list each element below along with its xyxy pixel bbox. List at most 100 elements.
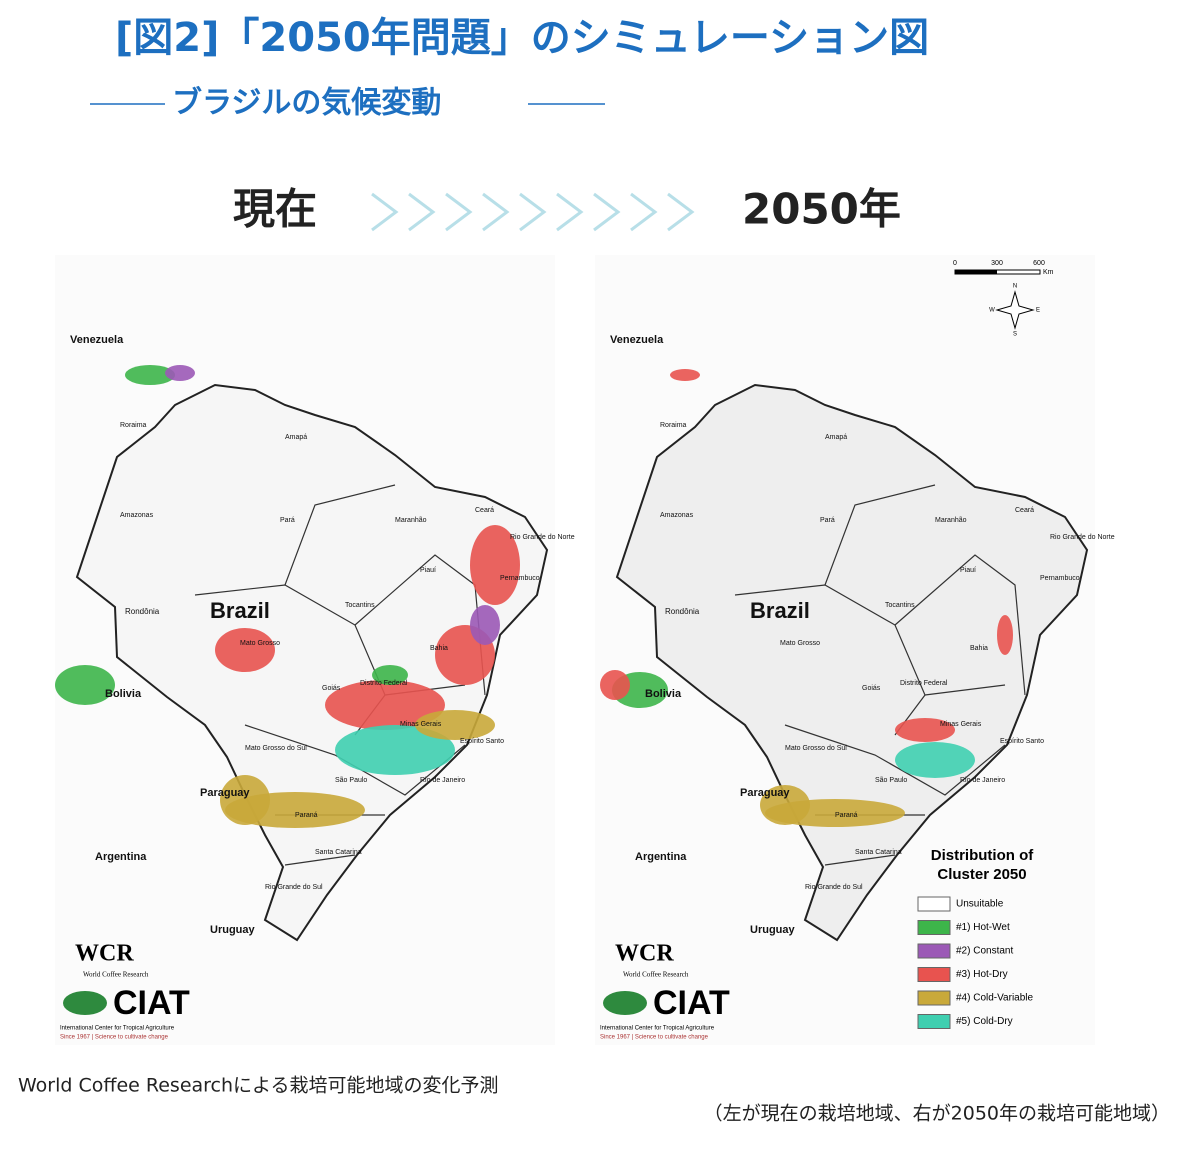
map-label: Ceará xyxy=(1015,507,1034,514)
map-label: Mato Grosso do Sul xyxy=(785,745,847,752)
cluster-area xyxy=(325,680,445,730)
map-label: São Paulo xyxy=(335,777,367,784)
map-label: São Paulo xyxy=(875,777,907,784)
caption: World Coffee Researchによる栽培可能地域の変化予測 xyxy=(18,1075,498,1097)
chevron xyxy=(519,192,547,232)
legend-title: Distribution of xyxy=(931,847,1034,864)
cluster-area xyxy=(415,710,495,740)
legend-title: Cluster 2050 xyxy=(937,866,1026,883)
map-label: Roraima xyxy=(120,422,147,429)
chevron xyxy=(482,192,510,232)
compass-dir: W xyxy=(989,308,995,314)
map-label: Tocantins xyxy=(885,602,915,609)
map-label: Pernambuco xyxy=(1040,575,1080,582)
logo-mark xyxy=(603,991,647,1015)
logo-ciat: CIAT xyxy=(653,984,730,1022)
map-label: Minas Gerais xyxy=(940,721,982,728)
legend-swatch xyxy=(917,967,951,982)
legend-swatch xyxy=(917,1014,951,1029)
cluster-area xyxy=(220,775,270,825)
cluster-area xyxy=(55,665,115,705)
chevron xyxy=(667,192,695,232)
map-label: Paraguay xyxy=(740,787,790,799)
logo-wcr: WCR xyxy=(615,941,674,967)
map-label: Distrito Federal xyxy=(360,680,408,687)
chevron xyxy=(593,192,621,232)
map-label: Pará xyxy=(280,517,295,524)
logo-ciat-name: International Center for Tropical Agricu… xyxy=(60,1026,175,1032)
map-label: Tocantins xyxy=(345,602,375,609)
scale-tick: 0 xyxy=(953,260,957,267)
cluster-area xyxy=(997,615,1013,655)
cluster-area xyxy=(335,725,455,775)
state-border xyxy=(784,724,1006,796)
legend-label: #4) Cold-Variable xyxy=(956,993,1034,1004)
country-outline xyxy=(615,383,1089,942)
logo-wcr-name: World Coffee Research xyxy=(623,971,689,979)
compass-dir: S xyxy=(1013,332,1017,338)
map-label: Rio de Janeiro xyxy=(420,777,465,784)
map-label: Rio Grande do Norte xyxy=(510,534,575,541)
map-label: Goiás xyxy=(862,685,881,692)
map-label: Piauí xyxy=(420,567,436,574)
map-label: Pernambuco xyxy=(500,575,540,582)
logo-ciat-since: Since 1967 | Science to cultivate change xyxy=(60,1035,169,1041)
legend-swatch xyxy=(917,943,951,959)
map-label: Piauí xyxy=(960,567,976,574)
map-label: Maranhão xyxy=(395,517,427,524)
caption: （左が現在の栽培地域、右が2050年の栽培可能地域） xyxy=(704,1103,1170,1125)
map-label: Maranhão xyxy=(935,517,967,524)
cluster-area xyxy=(215,628,275,672)
state-border xyxy=(284,854,356,866)
scale-tick: 600 xyxy=(1033,260,1045,267)
logo-ciat-name: International Center for Tropical Agricu… xyxy=(600,1026,715,1032)
map-label: Bolivia xyxy=(645,688,682,700)
legend-swatch xyxy=(917,920,951,935)
state-border xyxy=(824,484,936,586)
cluster-area xyxy=(600,670,630,700)
legend-label: #1) Hot-Wet xyxy=(956,922,1010,933)
scale-bar: 0 300 600 Km xyxy=(953,260,1054,276)
map-label: Uruguay xyxy=(750,924,796,936)
legend-label: #2) Constant xyxy=(956,946,1013,957)
map-label: Bahia xyxy=(430,645,448,652)
scale-bar-seg xyxy=(955,270,997,274)
map-label: Distrito Federal xyxy=(900,680,948,687)
map-label: Minas Gerais xyxy=(400,721,442,728)
chevron xyxy=(371,192,399,232)
map: Venezuela Roraima Amapá Amazonas Pará Maranhã… xyxy=(55,255,575,1045)
map-label: Venezuela xyxy=(70,334,124,346)
compass-dir: N xyxy=(1013,284,1017,290)
map-label: Bahia xyxy=(970,645,988,652)
logo-mark xyxy=(63,991,107,1015)
cluster-area xyxy=(470,525,520,605)
arrows xyxy=(371,192,695,232)
cluster-area xyxy=(895,742,975,778)
cluster-area xyxy=(372,665,408,685)
map-label: Rio Grande do Sul xyxy=(805,884,863,891)
map-label: Venezuela xyxy=(610,334,664,346)
legend-swatch xyxy=(917,990,951,1006)
state-border xyxy=(284,484,396,586)
logo-ciat-since: Since 1967 | Science to cultivate change xyxy=(600,1035,709,1041)
cluster-area xyxy=(895,718,955,742)
state-border xyxy=(824,854,896,866)
map-label: Ceará xyxy=(475,507,494,514)
map-label: Rio Grande do Norte xyxy=(1050,534,1115,541)
chevron xyxy=(630,192,658,232)
scale-unit: Km xyxy=(1043,269,1054,276)
map-label: Paraná xyxy=(295,812,318,819)
map-label: Espírito Santo xyxy=(460,738,504,745)
legend-label: Unsuitable xyxy=(956,899,1004,910)
map-label: Rio de Janeiro xyxy=(960,777,1005,784)
map-label: Uruguay xyxy=(210,924,256,936)
state-border xyxy=(894,554,1026,696)
cluster-area xyxy=(165,365,195,381)
map-label: Goiás xyxy=(322,685,341,692)
map-label: Mato Grosso xyxy=(240,640,280,647)
cluster-area xyxy=(125,365,175,385)
map-label: Brazil xyxy=(210,598,270,623)
legend-swatch xyxy=(917,896,951,912)
compass: N E S W xyxy=(989,284,1040,338)
